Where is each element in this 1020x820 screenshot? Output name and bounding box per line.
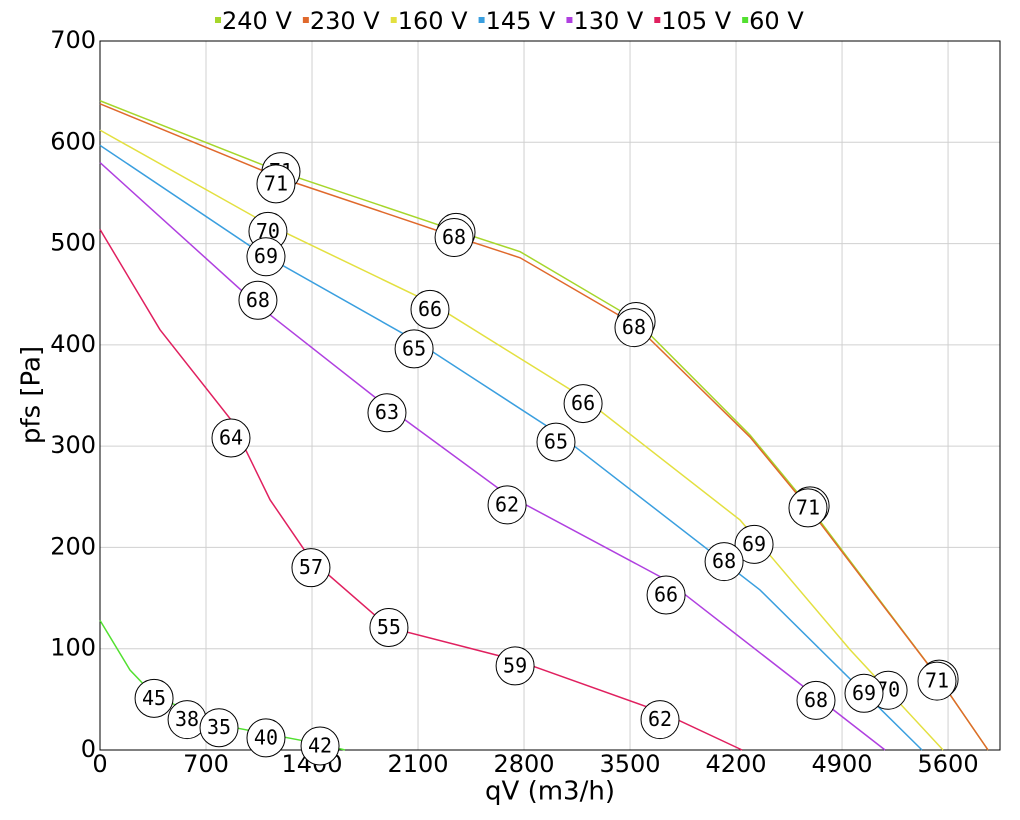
noise-label: 69 [254, 244, 278, 268]
legend-label: 145 V [486, 7, 556, 35]
x-tick-label: 4200 [706, 750, 767, 778]
legend-label: 105 V [661, 7, 731, 35]
noise-label: 68 [246, 288, 270, 312]
legend-label: 230 V [310, 7, 380, 35]
noise-label: 69 [742, 532, 766, 556]
noise-marker [211, 418, 251, 458]
noise-label: 66 [571, 391, 595, 415]
noise-label: 42 [308, 733, 332, 757]
legend-swatch [654, 17, 661, 23]
noise-marker [536, 422, 576, 462]
legend-label: 160 V [398, 7, 468, 35]
noise-label: 68 [622, 315, 646, 339]
noise-marker [238, 280, 278, 320]
y-tick-label: 200 [50, 532, 96, 560]
noise-marker [796, 680, 836, 720]
noise-label: 55 [377, 615, 401, 639]
noise-label: 71 [796, 495, 820, 519]
noise-marker [734, 524, 774, 564]
legend-swatch [742, 17, 749, 23]
noise-marker [487, 485, 527, 525]
noise-label: 71 [925, 669, 949, 693]
noise-label: 40 [254, 725, 278, 749]
noise-marker [646, 575, 686, 615]
noise-marker [291, 548, 331, 588]
noise-marker [434, 217, 474, 257]
noise-marker [199, 708, 239, 748]
legend-label: 240 V [222, 7, 292, 35]
noise-label: 45 [142, 686, 166, 710]
noise-label: 38 [175, 707, 199, 731]
y-axis-title: pfs [Pa] [17, 346, 47, 444]
x-tick-label: 0 [92, 750, 107, 778]
noise-label: 69 [852, 681, 876, 705]
noise-marker [563, 384, 603, 424]
noise-label: 68 [804, 688, 828, 712]
noise-label: 68 [712, 549, 736, 573]
y-tick-label: 500 [50, 229, 96, 257]
y-tick-label: 600 [50, 127, 96, 155]
noise-label: 57 [299, 555, 323, 579]
legend-swatch [215, 17, 221, 23]
x-tick-label: 5600 [918, 750, 979, 778]
noise-label: 66 [418, 297, 442, 321]
legend-label: 130 V [573, 7, 643, 35]
x-tick-label: 3500 [599, 750, 660, 778]
x-axis-title: qV (m3/h) [485, 777, 615, 807]
y-tick-label: 400 [50, 330, 96, 358]
noise-marker [246, 237, 286, 277]
noise-label: 68 [442, 225, 466, 249]
curve [99, 144, 923, 751]
legend-label: 60 V [749, 7, 804, 35]
noise-marker [410, 289, 450, 329]
y-tick-label: 0 [81, 735, 96, 763]
legend-swatch [566, 17, 573, 23]
noise-marker [788, 488, 828, 528]
legend-swatch [478, 17, 485, 23]
noise-marker [367, 393, 407, 433]
noise-marker [495, 646, 535, 686]
noise-marker [134, 678, 174, 718]
legend-swatch [390, 17, 397, 23]
plot-frame [99, 40, 1001, 751]
noise-marker [844, 673, 884, 713]
noise-marker [917, 661, 957, 701]
noise-label: 65 [402, 336, 426, 360]
legend-swatch [302, 17, 309, 23]
y-tick-label: 700 [50, 26, 96, 54]
noise-marker [300, 726, 340, 766]
noise-label: 63 [375, 400, 399, 424]
noise-label: 62 [648, 707, 672, 731]
noise-label: 64 [219, 426, 243, 450]
x-tick-label: 700 [183, 750, 229, 778]
x-tick-label: 4900 [812, 750, 873, 778]
curve [99, 161, 886, 751]
y-tick-label: 300 [50, 431, 96, 459]
noise-marker [704, 542, 744, 582]
x-tick-label: 2100 [387, 750, 448, 778]
noise-marker [614, 308, 654, 348]
y-tick-label: 100 [50, 634, 96, 662]
x-tick-label: 2800 [493, 750, 554, 778]
noise-label: 66 [654, 583, 678, 607]
noise-label: 71 [264, 171, 288, 195]
noise-label: 59 [503, 653, 527, 677]
noise-marker [369, 607, 409, 647]
noise-marker [256, 164, 296, 204]
noise-label: 62 [495, 492, 519, 516]
noise-marker [246, 718, 286, 758]
noise-marker [640, 700, 680, 740]
noise-marker [394, 329, 434, 369]
noise-label: 35 [207, 715, 231, 739]
noise-label: 65 [544, 430, 568, 454]
